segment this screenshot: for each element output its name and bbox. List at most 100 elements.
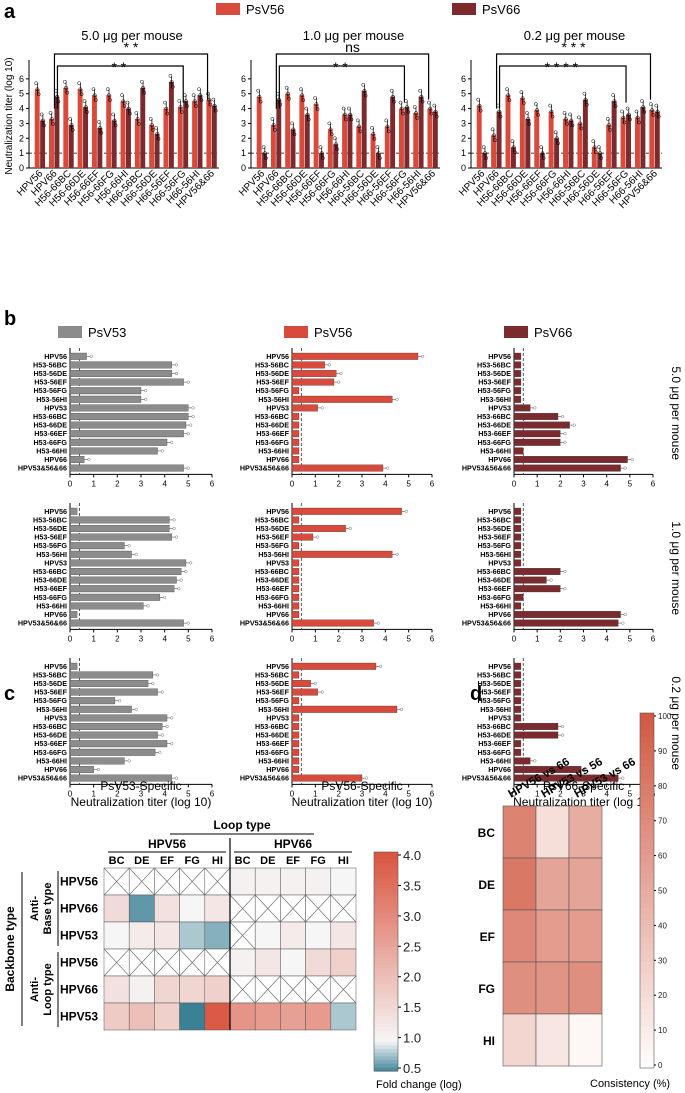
x-tick-label: 2 [115,634,120,643]
colorbar-segment [374,968,398,974]
data-point [211,97,216,102]
colorbar-segment [374,925,398,930]
row-group-label: Loop type [42,963,54,1016]
heatmap-cell [280,1002,306,1031]
bar [69,507,78,515]
bar [291,576,300,584]
bar [548,111,554,168]
heatmap-cell [305,948,332,977]
colorbar-segment [374,994,398,999]
data-point [134,552,138,556]
bar [513,404,531,412]
category-label: H53-66DE [255,576,289,585]
bar [513,731,559,739]
y-tick-label: 5 [461,89,466,99]
bar [69,421,187,429]
x-tick-label: 4 [604,634,609,643]
data-point [583,97,588,102]
significance-label: * * * * [545,59,579,75]
colorbar-segment [640,1020,654,1028]
y-tick-label: 4 [241,104,246,114]
colorbar-segment [640,807,654,815]
data-point [164,106,169,111]
bar [270,124,276,168]
data-point [48,111,53,115]
heatmap-cell [280,948,306,977]
x-tick-label: 2 [115,789,120,798]
bar [69,731,158,739]
colorbar-segment [640,872,654,880]
bar [291,593,300,601]
data-point [432,103,437,108]
row-label: EF [480,930,495,944]
data-point [348,112,353,117]
significance-bracket [56,65,184,109]
colorbar-tick-label: 90 [658,747,667,756]
data-point [292,132,297,137]
heatmap-cell [502,961,537,1015]
data-point [349,117,354,122]
x-tick-label: 1 [91,789,96,798]
category-label: H53-56BC [477,360,511,369]
bar [69,593,161,601]
category-label: H53-56FG [255,386,289,395]
data-point [607,123,611,127]
category-label: H53-56HI [36,705,67,714]
x-tick-label: 3 [581,634,586,643]
row-label: DE [478,878,495,892]
category-label: H53-56EF [256,688,289,697]
data-point [561,733,565,737]
cross-mark [179,867,206,896]
data-point [370,125,374,130]
bar [513,714,522,722]
data-point [82,99,87,103]
data-point [391,94,395,99]
bar [634,117,640,168]
colorbar-segment [374,903,398,908]
heatmap-cell [535,1013,570,1067]
data-point [257,94,262,99]
colorbar-segment [374,1016,398,1021]
data-point [111,112,116,117]
data-point [342,112,347,117]
data-point [561,415,565,419]
bar [291,352,419,360]
colorbar-segment [640,1056,654,1063]
data-point [476,97,481,102]
data-point [92,93,97,98]
row-label: HPV66 [60,983,98,997]
bar [513,688,522,696]
bar [313,104,319,168]
colorbar-label: Fold change (log) [376,1079,462,1091]
data-point [63,79,67,84]
data-point [148,117,153,121]
category-label: H53-66FG [255,748,289,757]
data-point [497,109,502,114]
data-point [563,570,567,574]
colorbar-tick-label: 10 [658,1026,667,1035]
data-point [419,94,424,99]
category-label: HPV56 [266,352,289,361]
category-label: H53-56FG [33,696,67,705]
bar [290,129,296,168]
data-point [525,111,529,115]
data-point [189,423,193,427]
data-point [414,111,418,115]
colorbar-segment [374,1027,398,1032]
category-label: H53-66FG [33,593,67,602]
x-tick-label: 3 [360,479,365,488]
data-point [284,85,289,90]
category-label: H53-66BC [255,412,289,421]
data-point [34,81,39,86]
heatmap-cell [330,948,357,977]
colorbar-segment [374,943,398,948]
data-point [376,151,381,155]
category-label: H53-56BC [33,515,67,524]
data-point [484,156,488,160]
bar [120,101,126,168]
bar [291,585,300,593]
x-tick-label: 4 [604,479,609,488]
bar [356,126,362,168]
data-point [170,84,175,89]
data-point [197,87,201,92]
